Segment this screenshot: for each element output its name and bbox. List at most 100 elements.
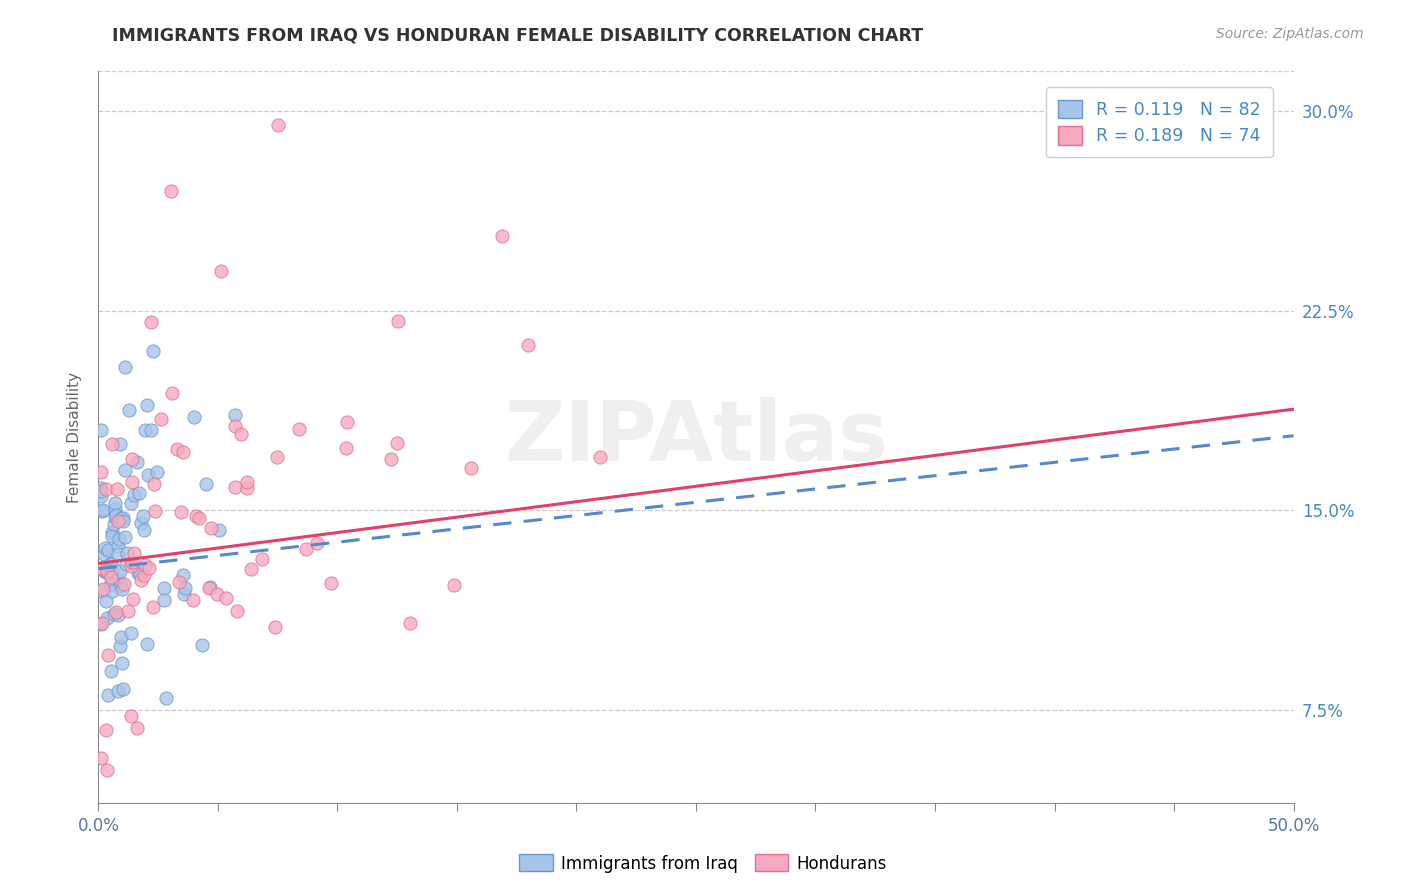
Point	[96, 763, 118, 777]
Point	[103, 607, 125, 622]
Point	[153, 592, 176, 607]
Point	[101, 564, 124, 578]
Point	[90, 561, 112, 575]
Point	[252, 552, 274, 566]
Point	[143, 476, 166, 491]
Point	[188, 511, 211, 525]
Point	[129, 573, 152, 587]
Point	[319, 576, 342, 591]
Point	[240, 562, 263, 576]
Point	[225, 604, 247, 618]
Point	[120, 709, 142, 723]
Point	[97, 543, 120, 558]
Point	[97, 688, 120, 702]
Point	[127, 722, 149, 736]
Point	[385, 436, 408, 450]
Point	[139, 424, 162, 438]
Point	[108, 437, 131, 451]
Point	[112, 514, 135, 528]
Point	[205, 587, 228, 601]
Point	[111, 510, 134, 524]
Point	[167, 574, 190, 589]
Point	[589, 450, 612, 464]
Point	[136, 468, 159, 483]
Point	[94, 594, 117, 608]
Point	[104, 496, 127, 510]
Point	[267, 118, 290, 132]
Point	[98, 578, 121, 592]
Point	[125, 454, 148, 468]
Point	[183, 593, 205, 607]
Point	[96, 564, 118, 578]
Point	[107, 572, 129, 586]
Point	[122, 546, 145, 560]
Point	[114, 359, 136, 374]
Point	[173, 445, 195, 459]
Point	[115, 546, 138, 560]
Point	[146, 465, 169, 479]
Point	[104, 502, 127, 516]
Point	[141, 315, 163, 329]
Point	[93, 547, 115, 561]
Point	[336, 415, 359, 429]
Text: IMMIGRANTS FROM IRAQ VS HONDURAN FEMALE DISABILITY CORRELATION CHART: IMMIGRANTS FROM IRAQ VS HONDURAN FEMALE …	[112, 27, 924, 45]
Point	[107, 547, 129, 561]
Point	[443, 578, 465, 592]
Point	[127, 566, 149, 580]
Point	[124, 488, 146, 502]
Point	[132, 524, 155, 538]
Point	[112, 576, 135, 591]
Point	[215, 591, 238, 605]
Point	[114, 530, 136, 544]
Point	[90, 490, 112, 504]
Point	[159, 184, 181, 198]
Point	[224, 480, 246, 494]
Point	[90, 504, 112, 518]
Point	[101, 529, 124, 543]
Point	[96, 566, 118, 580]
Point	[128, 486, 150, 500]
Point	[236, 475, 259, 490]
Point	[100, 524, 122, 539]
Point	[200, 521, 222, 535]
Point	[380, 451, 402, 466]
Point	[91, 615, 114, 630]
Point	[172, 568, 194, 582]
Point	[94, 723, 117, 738]
Point	[100, 570, 122, 584]
Point	[98, 558, 121, 572]
Point	[134, 423, 156, 437]
Point	[97, 648, 120, 663]
Point	[121, 555, 143, 569]
Point	[108, 532, 131, 546]
Point	[120, 559, 142, 574]
Point	[149, 411, 172, 425]
Point	[264, 620, 287, 634]
Point	[104, 508, 127, 522]
Point	[132, 509, 155, 524]
Point	[491, 229, 513, 244]
Point	[287, 421, 309, 435]
Point	[110, 639, 132, 653]
Point	[517, 338, 540, 352]
Point	[101, 436, 124, 450]
Point	[90, 584, 112, 599]
Point	[96, 482, 118, 496]
Point	[229, 427, 252, 442]
Point	[90, 616, 112, 631]
Point	[166, 442, 188, 457]
Point	[110, 578, 132, 592]
Point	[136, 637, 159, 651]
Point	[460, 460, 482, 475]
Point	[160, 385, 183, 400]
Legend: R = 0.119   N = 82, R = 0.189   N = 74: R = 0.119 N = 82, R = 0.189 N = 74	[1046, 87, 1272, 157]
Point	[117, 604, 139, 618]
Point	[107, 608, 129, 623]
Point	[105, 482, 128, 496]
Point	[107, 515, 129, 529]
Point	[335, 441, 357, 455]
Point	[142, 343, 165, 358]
Point	[134, 558, 156, 572]
Point	[128, 567, 150, 582]
Point	[155, 691, 177, 706]
